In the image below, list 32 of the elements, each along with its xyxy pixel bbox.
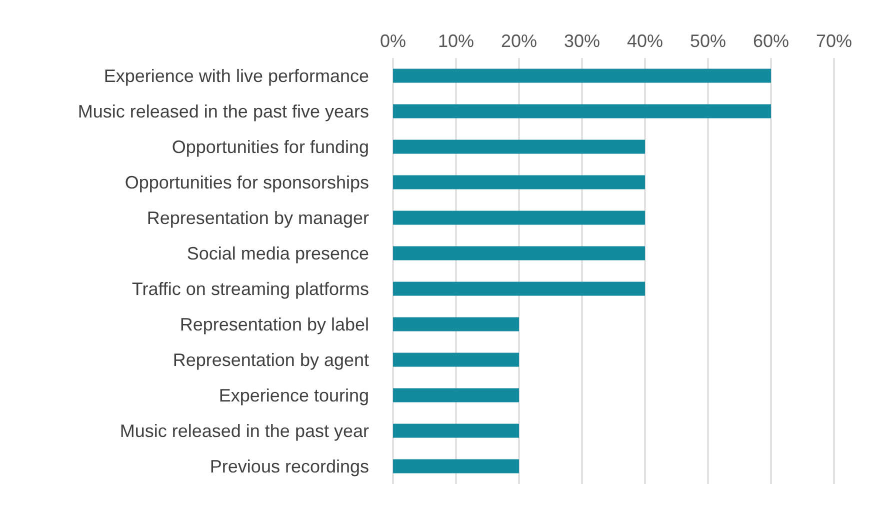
y-tick-label: Opportunities for sponsorships <box>124 172 369 192</box>
x-tick-label: 30% <box>564 31 600 51</box>
bar <box>393 352 519 367</box>
y-tick-label: Experience with live performance <box>104 66 369 86</box>
y-tick-label: Music released in the past year <box>120 420 369 441</box>
y-tick-label: Previous recordings <box>210 456 369 476</box>
bar <box>393 424 519 438</box>
bar <box>393 246 645 260</box>
x-tick-label: 40% <box>626 31 664 51</box>
x-tick-label: 70% <box>816 31 852 51</box>
y-tick-label: Social media presence <box>186 243 369 264</box>
bar <box>393 317 519 332</box>
bar <box>393 140 645 154</box>
x-tick-label: 0% <box>380 31 406 51</box>
bar <box>393 210 645 225</box>
x-tick-label: 10% <box>438 31 474 51</box>
y-tick-label: Representation by manager <box>146 208 369 228</box>
bar <box>393 388 519 402</box>
y-tick-label: Opportunities for funding <box>172 136 369 157</box>
y-tick-label: Music released in the past five years <box>78 101 369 122</box>
y-tick-label: Representation by label <box>180 314 369 334</box>
y-tick-label: Experience touring <box>218 385 369 406</box>
bar <box>393 68 771 83</box>
bar <box>393 104 771 118</box>
bar <box>393 175 645 190</box>
x-tick-label: 20% <box>500 31 538 51</box>
bar <box>393 282 645 296</box>
y-tick-label: Traffic on streaming platforms <box>132 278 369 299</box>
bar <box>393 459 519 474</box>
x-tick-label: 50% <box>690 31 726 51</box>
x-tick-label: 60% <box>752 31 790 51</box>
y-tick-label: Representation by agent <box>172 350 369 370</box>
